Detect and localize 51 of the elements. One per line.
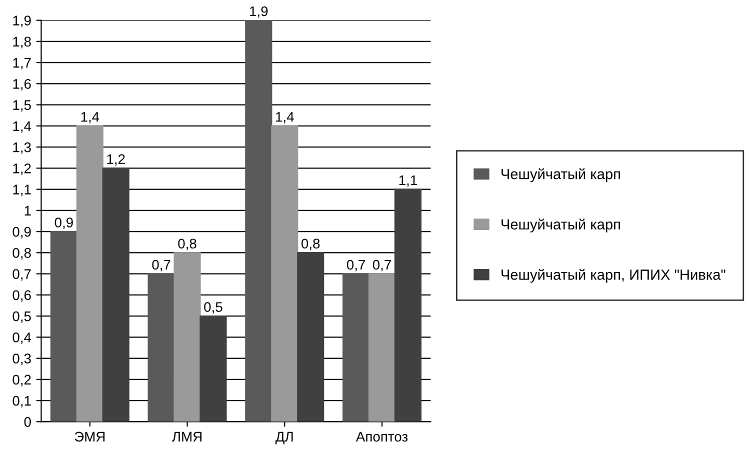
data-label: 1,4 — [81, 112, 100, 124]
y-tick-label: 1 — [24, 206, 31, 216]
data-label: 0,8 — [301, 238, 320, 250]
data-label: 1,4 — [276, 112, 294, 124]
data-label: 0,8 — [178, 238, 196, 250]
data-label: 0,7 — [372, 260, 391, 272]
y-tick-label: 1,4 — [13, 121, 32, 133]
bar — [50, 231, 78, 422]
y-tick-label: 0,3 — [12, 354, 31, 366]
y-tick-label: 0,5 — [12, 311, 31, 323]
bar — [342, 273, 370, 422]
y-tick-label: 1,5 — [13, 100, 31, 112]
bar — [245, 20, 272, 422]
bar — [271, 125, 298, 422]
bar — [368, 273, 396, 422]
y-tick-label: 0 — [24, 417, 31, 427]
y-tick-label: 1,8 — [13, 36, 31, 48]
data-label: 0,9 — [54, 218, 73, 230]
bar — [200, 316, 227, 422]
legend-label: Чешуйчатый карп — [502, 218, 620, 232]
x-tick-label: ДЛ — [275, 432, 293, 444]
data-label: 1,1 — [399, 175, 417, 187]
data-label: 1,9 — [250, 6, 268, 18]
y-tick-label: 0,9 — [12, 226, 31, 238]
y-tick-label: 0,2 — [12, 374, 31, 386]
y-tick-label: 1,9 — [13, 16, 31, 28]
y-tick-label: 0,8 — [12, 248, 31, 260]
y-tick-label: 0,4 — [12, 332, 32, 344]
y-tick-label: 0,6 — [12, 290, 31, 302]
legend-label: Чешуйчатый карп — [502, 168, 620, 182]
bar — [102, 168, 130, 422]
bar — [394, 188, 422, 422]
bar — [297, 252, 324, 422]
y-tick-label: 1,1 — [13, 184, 31, 196]
x-tick-label: ЭМЯ — [74, 432, 105, 442]
y-tick-label: 1,7 — [13, 58, 31, 70]
y-tick-label: 1,2 — [13, 164, 31, 175]
legend-label: Чешуйчатый карп, ИПИХ "Нивка" — [502, 268, 726, 283]
bar — [76, 125, 104, 422]
x-tick-label: Апоптоз — [356, 432, 408, 442]
data-label: 0,7 — [152, 260, 170, 272]
y-tick-label: 0,1 — [12, 396, 31, 408]
x-tick-label: ЛМЯ — [172, 432, 202, 442]
data-label: 0,7 — [346, 260, 365, 272]
bar — [148, 273, 175, 422]
data-label: 0,5 — [204, 302, 222, 314]
bar — [174, 252, 201, 422]
y-tick-label: 0,7 — [12, 269, 31, 281]
data-label: 1,2 — [107, 154, 125, 166]
y-tick-label: 1,3 — [13, 142, 31, 154]
y-tick-label: 1,6 — [13, 79, 31, 90]
